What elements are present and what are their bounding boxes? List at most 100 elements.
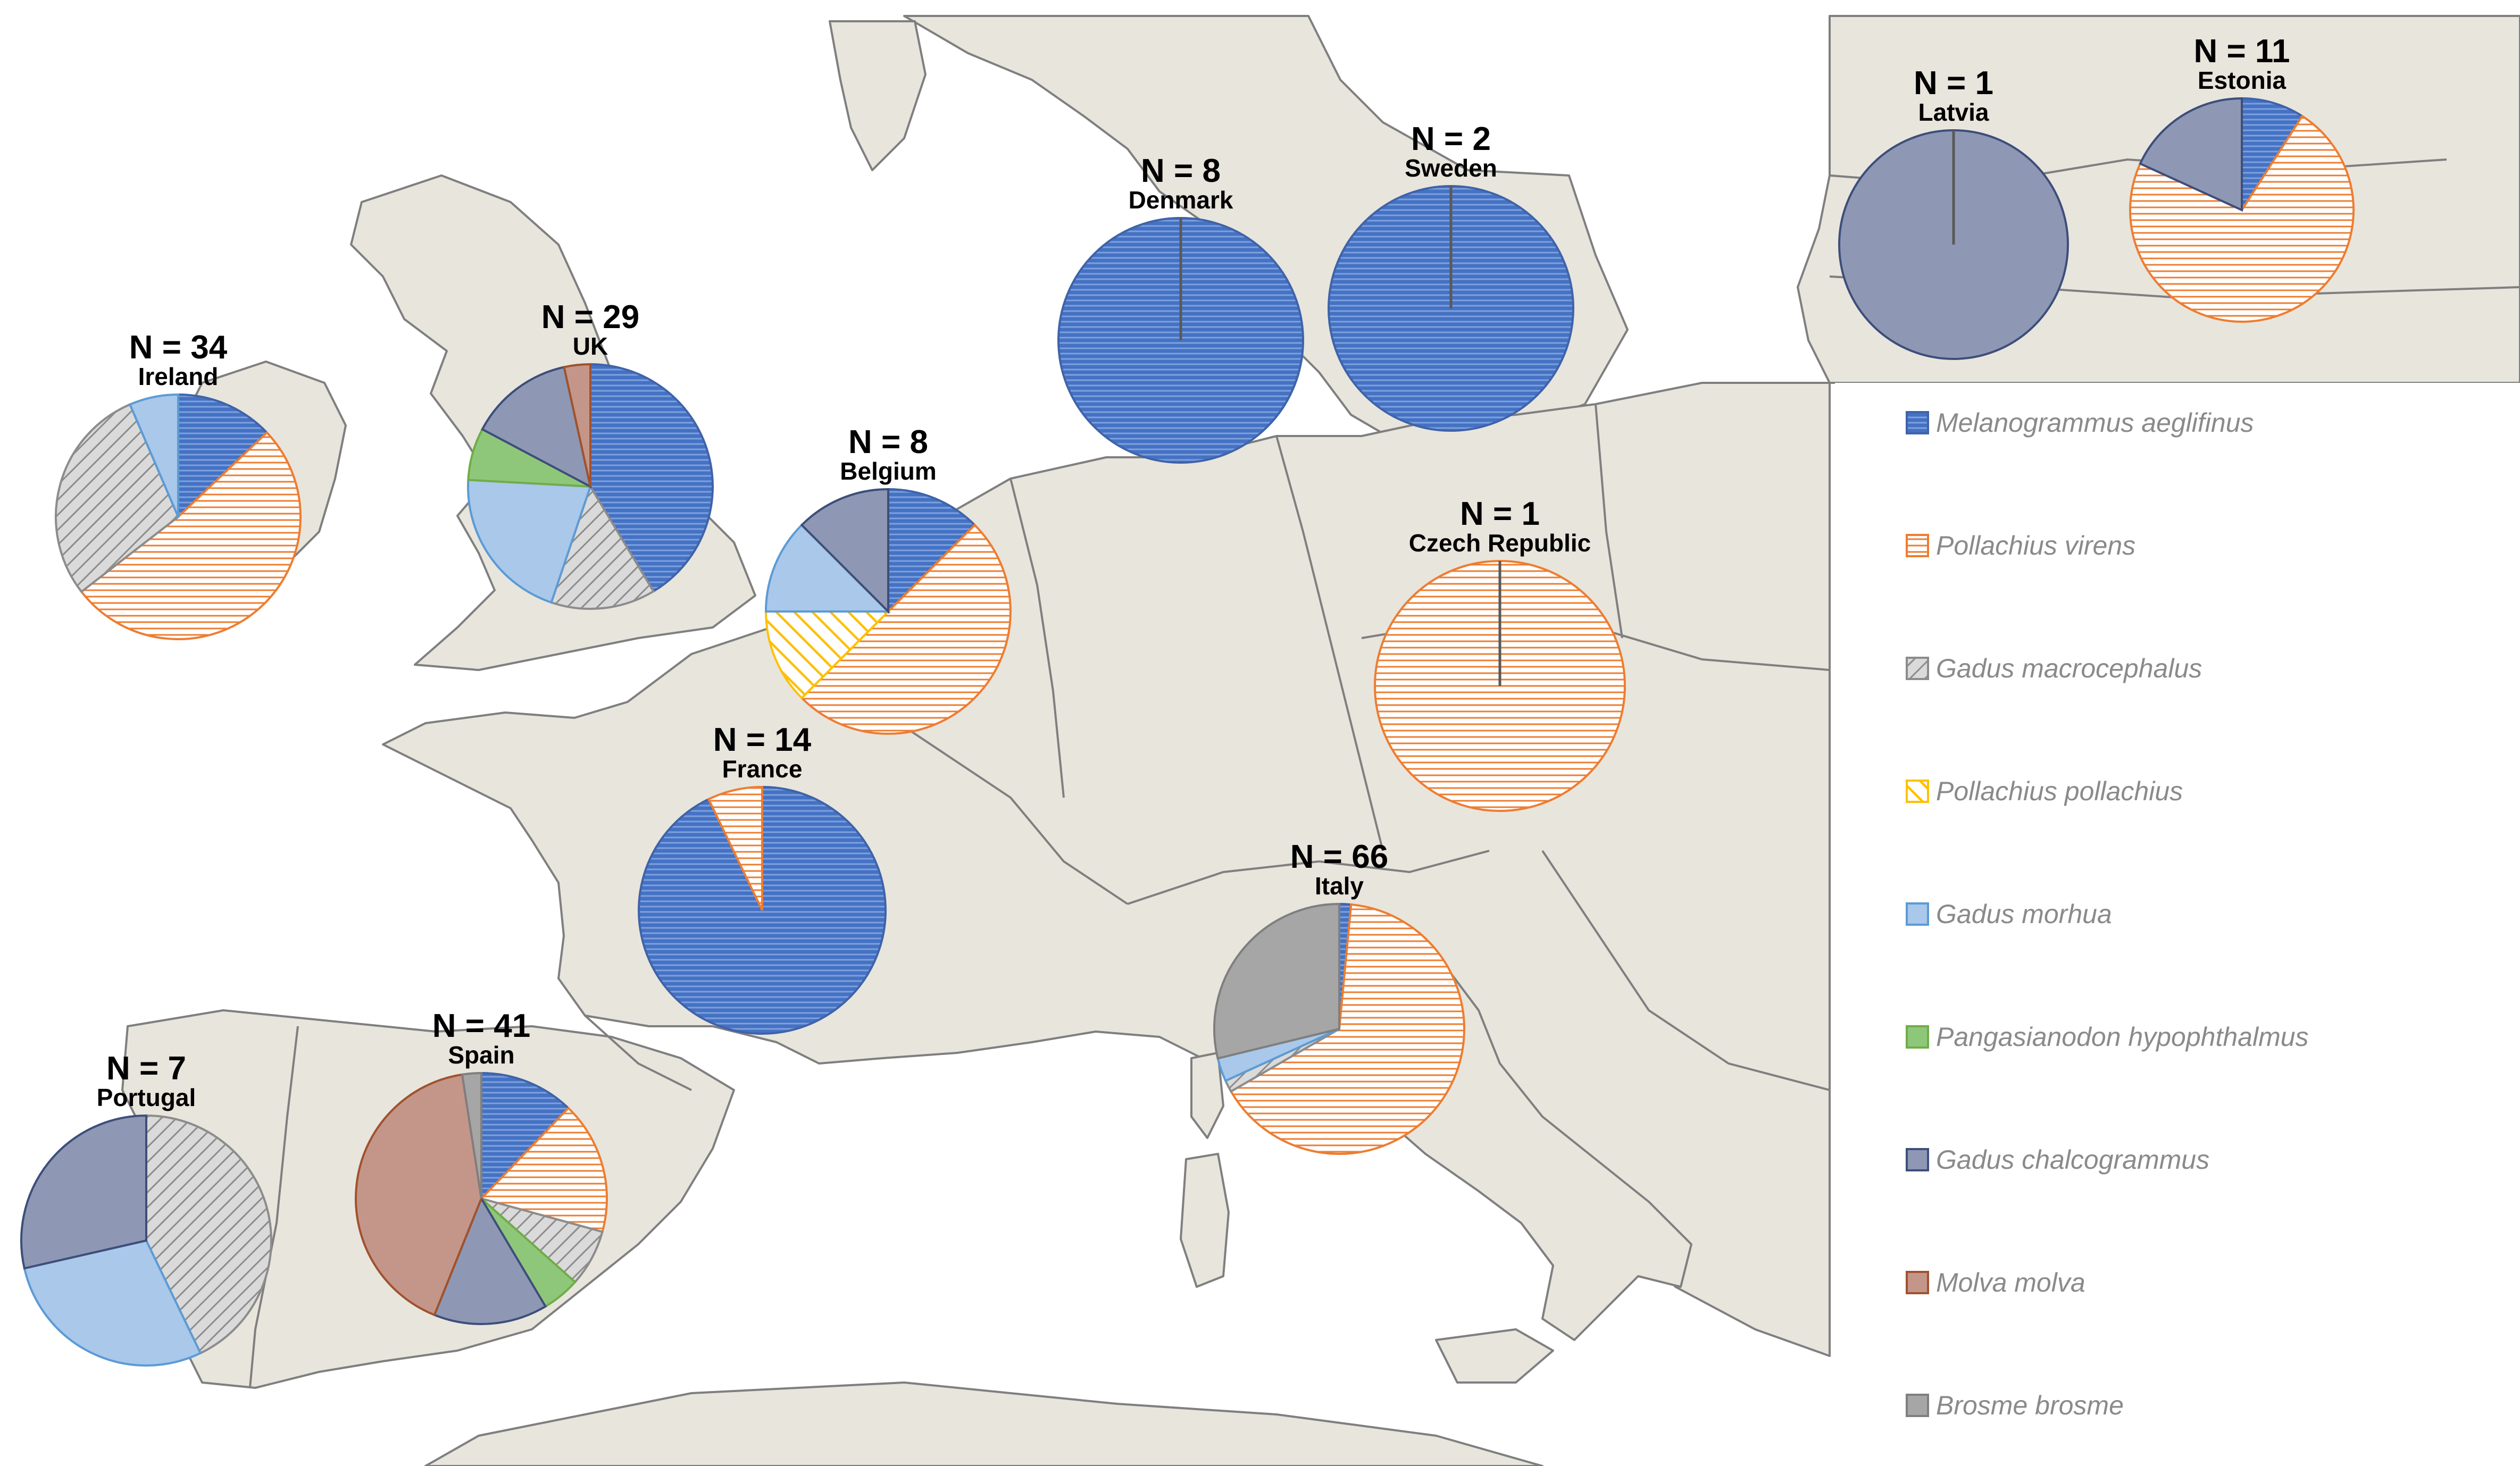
pie-country-label: Ireland: [138, 363, 219, 390]
legend: Melanogrammus aeglifinus Pollachius viren…: [1906, 408, 2309, 1420]
pie-slice-gadus-macrocephalus: [55, 403, 180, 593]
legend-swatch: [1906, 411, 1929, 434]
pie-slice-melanogrammus-aeglifinus: [480, 1071, 570, 1201]
legend-label: Gadus macrocephalus: [1936, 654, 2202, 683]
legend-swatch: [1906, 780, 1929, 803]
pie-country-label: Latvia: [1918, 98, 1989, 126]
border-line: [1595, 404, 1623, 639]
pie-country-label: Estonia: [2198, 66, 2287, 94]
sardinia-land: [1180, 1153, 1230, 1288]
legend-swatch: [1906, 1148, 1929, 1171]
pie-slice-molva-molva: [563, 363, 591, 487]
pie-slice-melanogrammus-aeglifinus: [589, 363, 714, 593]
legend-item: Brosme brosme: [1906, 1390, 2124, 1420]
border-line: [1127, 850, 1490, 905]
pie-n-label: N = 11: [2194, 33, 2290, 70]
pie-slice-gadus-chalcogrammus: [481, 365, 592, 489]
pie-slice-gadus-macrocephalus: [550, 484, 655, 610]
pie-n-label: N = 2: [1411, 121, 1491, 157]
pie-n-label: N = 8: [848, 424, 928, 460]
pie-slice-pollachius-virens: [479, 1107, 608, 1233]
border-line: [249, 1026, 299, 1388]
border-line: [584, 1015, 692, 1091]
corsica-land: [1190, 1052, 1224, 1139]
legend-label: Gadus morhua: [1936, 899, 2112, 929]
pie-n-label: N = 29: [541, 299, 639, 336]
legend-label: Pollachius virens: [1936, 531, 2135, 560]
legend-label: Pangasianodon hypophthalmus: [1936, 1022, 2309, 1052]
pie-slice-gadus-chalcogrammus: [20, 1114, 147, 1270]
pie-slice-pollachius-pollachius: [764, 610, 891, 700]
pie-slice-gadus-morhua: [467, 479, 592, 604]
legend-label: Molva molva: [1936, 1268, 2085, 1297]
pie-n-label: N = 8: [1141, 153, 1221, 189]
legend-swatch: [1906, 1271, 1929, 1294]
iceland-greenland-land: [829, 20, 927, 171]
legend-swatch: [1906, 1394, 1929, 1417]
legend-label: Brosme brosme: [1936, 1390, 2124, 1420]
legend-swatch: [1906, 1025, 1929, 1049]
pie-slice-gadus-morhua: [764, 523, 891, 613]
pie-slice-gadus-chalcogrammus: [800, 488, 889, 614]
legend-item: Pollachius virens: [1906, 531, 2135, 560]
pie-country-label: Sweden: [1405, 154, 1497, 182]
pie-n-label: N = 34: [129, 329, 228, 366]
pie-slice-gadus-macrocephalus: [145, 1114, 272, 1355]
pie-slice-pollachius-virens: [800, 523, 1011, 734]
legend-panel: [1835, 383, 2520, 1466]
pie-n-label: N = 7: [106, 1050, 186, 1087]
pie-n-label: N = 14: [713, 722, 812, 758]
pie-slice-molva-molva: [355, 1073, 483, 1317]
pie-slice-brosme-brosme: [1213, 902, 1340, 1060]
pie-slice-pollachius-virens: [707, 785, 763, 911]
legend-swatch: [1906, 657, 1929, 680]
pie-country-label: Denmark: [1129, 186, 1233, 214]
border-line: [1009, 478, 1065, 798]
pie-slice-melanogrammus-aeglifinus: [2241, 97, 2304, 214]
legend-label: Gadus chalcogrammus: [1936, 1145, 2209, 1175]
pie-n-label: N = 1: [1460, 496, 1540, 532]
pie-slice-gadus-morhua: [23, 1239, 202, 1367]
pie-slice-gadus-macrocephalus: [480, 1197, 604, 1284]
pie-slice-melanogrammus-aeglifinus: [887, 488, 977, 614]
legend-item: Gadus morhua: [1906, 899, 2112, 929]
north-africa-land: [424, 1381, 1543, 1466]
legend-item: Gadus chalcogrammus: [1906, 1145, 2209, 1175]
pie-n-label: N = 66: [1290, 839, 1388, 875]
legend-label: Pollachius pollachius: [1936, 776, 2183, 806]
legend-swatch: [1906, 902, 1929, 926]
legend-item: Pangasianodon hypophthalmus: [1906, 1022, 2309, 1052]
pie-country-label: Portugal: [97, 1084, 196, 1111]
pie-slice-pollachius-virens: [2129, 114, 2355, 323]
legend-item: Molva molva: [1906, 1268, 2085, 1297]
legend-swatch: [1906, 534, 1929, 557]
border-line: [1541, 850, 1830, 1091]
legend-item: Pollachius pollachius: [1906, 776, 2183, 806]
pie-country-label: Spain: [448, 1041, 514, 1069]
pie-slice-gadus-chalcogrammus: [433, 1196, 547, 1325]
pie-country-label: Czech Republic: [1409, 529, 1591, 557]
legend-label: Melanogrammus aeglifinus: [1936, 408, 2254, 438]
legend-item: Gadus macrocephalus: [1906, 654, 2202, 683]
pie-slice-brosme-brosme: [461, 1071, 482, 1199]
pie-n-label: N = 1: [1914, 65, 1993, 102]
pie-n-label: N = 41: [432, 1008, 530, 1044]
pie-slice-pollachius-virens: [80, 431, 302, 641]
pie-slice-melanogrammus-aeglifinus: [177, 393, 269, 520]
legend-item: Melanogrammus aeglifinus: [1906, 408, 2254, 438]
border-line: [1275, 435, 1384, 851]
